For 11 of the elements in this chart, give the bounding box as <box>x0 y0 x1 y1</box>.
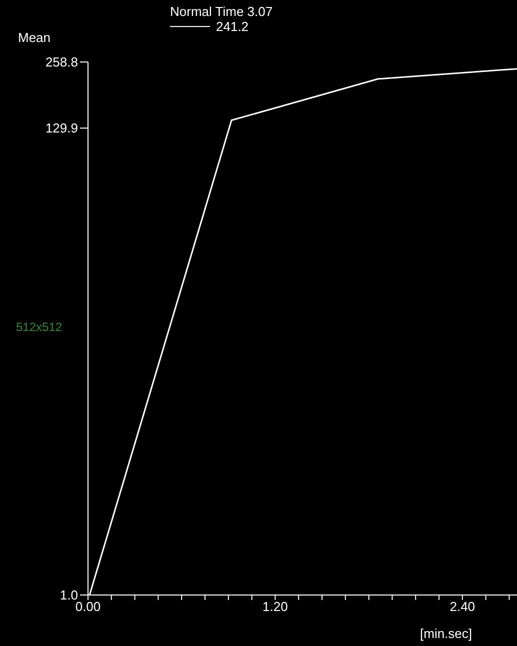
legend-title: Normal Time 3.07 <box>170 4 273 19</box>
x-tick-label: 1.20 <box>262 599 288 614</box>
y-tick-label: 258.8 <box>45 54 78 70</box>
x-tick-label: 0.00 <box>75 599 101 614</box>
legend-label: 241.2 <box>216 19 249 34</box>
text: 512x512 <box>16 320 62 334</box>
x-axis-title: [min.sec] <box>420 626 472 641</box>
y-axis-title: Mean <box>18 30 51 45</box>
y-tick-label: 1.0 <box>60 588 78 603</box>
y-tick-label: 129.9 <box>45 120 78 136</box>
x-tick-label: 2.40 <box>450 599 476 614</box>
